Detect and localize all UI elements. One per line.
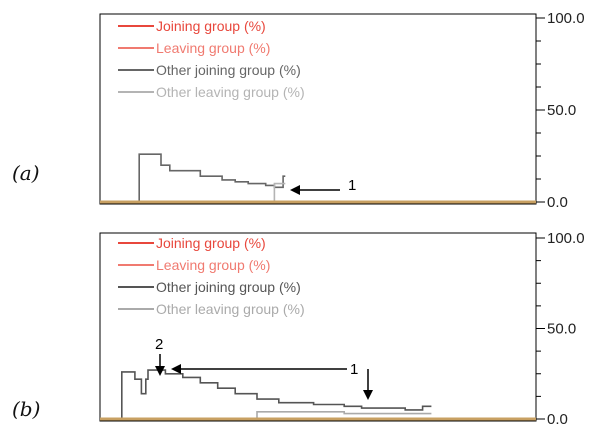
y-tick-label: 50.0 — [547, 102, 576, 119]
panel-b-label: (b) — [12, 397, 40, 421]
annotation-label: 1 — [350, 361, 358, 378]
panel-a-frame — [99, 13, 537, 205]
series-line — [100, 182, 286, 203]
y-tick-label: 50.0 — [547, 321, 576, 338]
panel-a-label: (a) — [12, 161, 40, 185]
legend-entry: Leaving group (%) — [156, 40, 270, 56]
panel-a-y-axis: 100.0 50.0 0.0 — [536, 10, 585, 211]
y-tick-label: 100.0 — [547, 10, 585, 27]
legend-entry: Leaving group (%) — [156, 257, 270, 273]
panel-b: (b) 100.0 50.0 0.0 Joining group (%) Leavin… — [12, 230, 585, 428]
legend-entry: Other joining group (%) — [156, 62, 301, 78]
annotation-label: 2 — [155, 336, 163, 353]
legend-entry: Joining group (%) — [156, 235, 266, 251]
panel-b-annotation-2: 2 — [155, 336, 165, 376]
series-line — [100, 153, 286, 203]
panel-b-legend: Joining group (%) Leaving group (%) Other … — [118, 235, 305, 317]
panel-b-y-axis: 100.0 50.0 0.0 — [536, 230, 585, 428]
panel-a-annotation-1: 1 — [290, 177, 356, 195]
legend-entry: Other leaving group (%) — [156, 301, 305, 317]
annotation-label: 1 — [348, 177, 356, 194]
panel-b-frame — [99, 232, 537, 422]
series-line — [100, 369, 432, 420]
legend-entry: Other joining group (%) — [156, 279, 301, 295]
y-tick-label: 0.0 — [547, 411, 568, 428]
legend-entry: Joining group (%) — [156, 18, 266, 34]
panel-a-series — [100, 153, 286, 203]
panel-b-annotation-1: 1 — [171, 361, 373, 400]
panel-a-legend: Joining group (%) Leaving group (%) Other … — [118, 18, 305, 100]
panel-a: (a) 100.0 50.0 0.0 Joining group (%) Leavin… — [12, 10, 585, 211]
panel-b-series — [100, 369, 432, 420]
y-tick-label: 100.0 — [547, 230, 585, 247]
y-tick-label: 0.0 — [547, 194, 568, 211]
legend-entry: Other leaving group (%) — [156, 84, 305, 100]
